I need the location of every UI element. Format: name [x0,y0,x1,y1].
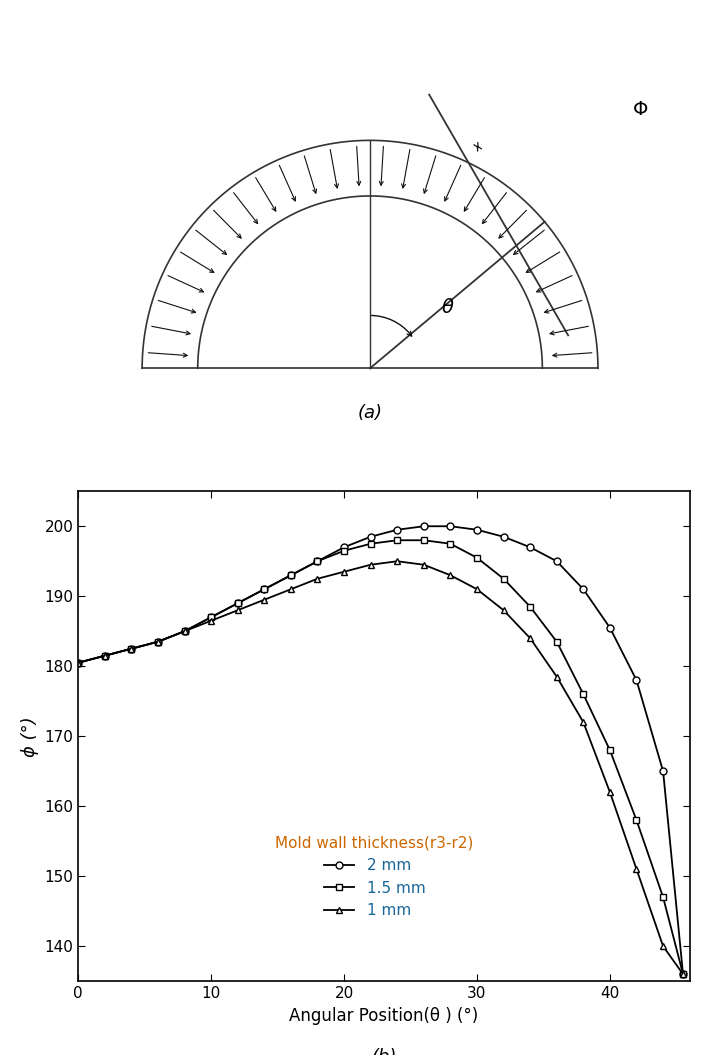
1 mm [526,632,535,645]
1.5 mm [632,813,641,826]
1 mm [74,656,82,669]
2 mm [366,531,375,543]
1.5 mm [233,597,242,610]
1.5 mm [100,650,109,663]
1.5 mm [366,537,375,550]
2 mm [287,569,295,581]
1.5 mm [579,688,587,701]
1 mm [340,565,348,578]
1 mm [632,863,641,876]
2 mm [340,541,348,554]
1 mm [181,625,189,637]
1 mm [419,558,428,571]
1 mm [393,555,402,568]
1 mm [659,940,668,953]
1.5 mm [419,534,428,546]
1 mm [314,573,322,586]
X-axis label: Angular Position(θ ) (°): Angular Position(θ ) (°) [289,1006,479,1024]
1.5 mm [181,625,189,637]
1.5 mm [446,537,454,550]
1 mm [154,635,162,648]
1 mm [499,603,508,616]
2 mm [473,523,481,536]
2 mm [606,621,614,634]
1.5 mm [526,600,535,613]
1.5 mm [207,611,215,624]
1 mm [446,569,454,581]
2 mm [526,541,535,554]
2 mm [207,611,215,624]
1 mm [287,583,295,596]
2 mm [127,642,136,655]
Line: 1.5 mm: 1.5 mm [75,537,687,978]
2 mm [314,555,322,568]
1 mm [233,603,242,616]
Line: 1 mm: 1 mm [75,558,687,978]
Text: (b): (b) [371,1048,397,1055]
1 mm [473,583,481,596]
2 mm [446,520,454,533]
Y-axis label: ϕ (°): ϕ (°) [21,716,39,756]
1.5 mm [499,573,508,586]
2 mm [579,583,587,596]
2 mm [659,765,668,778]
2 mm [393,523,402,536]
1.5 mm [127,642,136,655]
1.5 mm [287,569,295,581]
1 mm [366,558,375,571]
2 mm [419,520,428,533]
2 mm [260,583,269,596]
Legend: 2 mm, 1.5 mm, 1 mm: 2 mm, 1.5 mm, 1 mm [269,829,480,924]
1.5 mm [393,534,402,546]
2 mm [552,555,561,568]
2 mm [499,531,508,543]
1.5 mm [314,555,322,568]
1.5 mm [659,890,668,903]
1.5 mm [260,583,269,596]
1 mm [260,593,269,606]
2 mm [74,656,82,669]
2 mm [632,674,641,687]
2 mm [100,650,109,663]
2 mm [679,967,688,980]
2 mm [181,625,189,637]
1 mm [207,614,215,627]
1 mm [127,642,136,655]
1 mm [606,786,614,799]
2 mm [154,635,162,648]
Line: 2 mm: 2 mm [75,523,687,978]
1.5 mm [606,744,614,756]
1 mm [679,967,688,980]
1 mm [100,650,109,663]
1.5 mm [74,656,82,669]
Text: (a): (a) [358,404,383,422]
2 mm [233,597,242,610]
1.5 mm [679,967,688,980]
Text: $\Phi$: $\Phi$ [631,100,648,119]
Text: $\theta$: $\theta$ [441,298,454,316]
1.5 mm [340,544,348,557]
1 mm [552,670,561,683]
1.5 mm [473,552,481,564]
1.5 mm [552,635,561,648]
1.5 mm [154,635,162,648]
1 mm [579,716,587,729]
